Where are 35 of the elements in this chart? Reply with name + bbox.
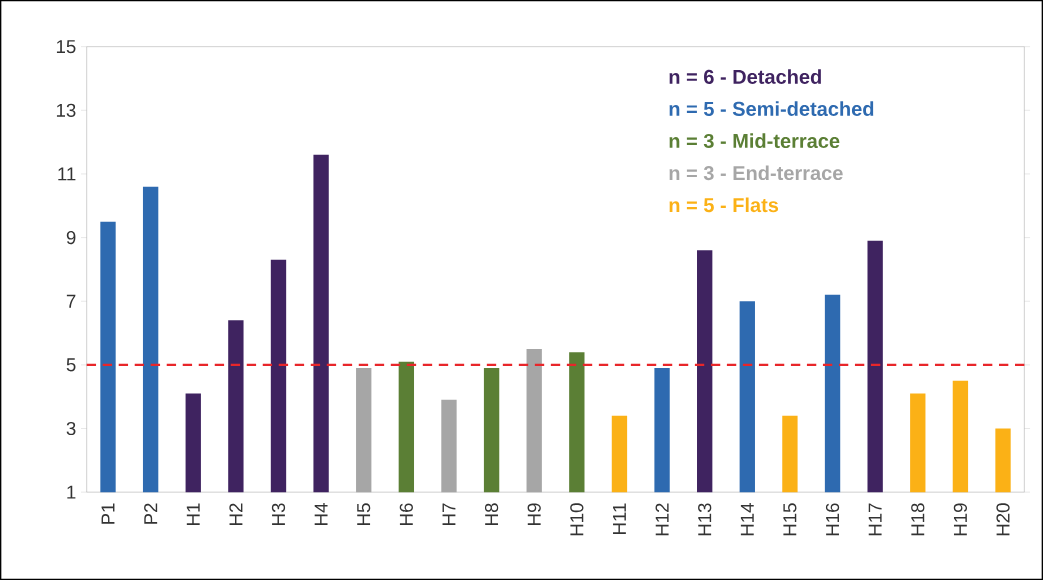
x-tick-label: H17 [868,503,882,536]
x-tick-label: H2 [229,503,243,525]
y-tick-label: 13 [56,103,76,117]
x-tick-label: H10 [570,503,584,536]
x-tick-label: H7 [442,503,456,525]
text: n = 3 - Mid-terrace [669,133,840,149]
x-tick-label: H16 [825,503,840,536]
x-tick-label: H1 [186,503,200,525]
x-tick-label: H4 [314,503,328,525]
x-tick-label: H3 [271,503,286,525]
y-tick-label: 15 [56,40,76,54]
x-tick-label: H14 [740,503,754,536]
x-tick-label: H5 [357,503,371,525]
y-tick-label: 11 [58,167,76,181]
x-tick-label: H6 [399,503,413,525]
y-tick-label: 5 [66,358,76,372]
x-tick-label: P1 [101,503,115,524]
x-tick-label: H18 [911,503,925,536]
text: n = 5 - Semi-detached [669,101,874,116]
x-tick-label: P2 [144,503,158,524]
x-tick-label: H11 [613,503,626,534]
x-tick-label: H15 [783,503,797,536]
text: n = 5 - Flats [669,197,779,213]
text: n = 3 - End-terrace [669,165,843,181]
x-tick-label: H13 [698,503,712,536]
x-tick-label: H12 [655,503,669,536]
x-tick-label: H19 [953,503,968,536]
y-tick-label: 3 [66,421,76,436]
x-tick-label: H9 [527,503,541,525]
y-tick-label: 9 [66,230,76,245]
text: n = 6 - Detached [669,69,821,84]
y-tick-label: 7 [66,294,76,308]
x-tick-label: H20 [996,503,1010,536]
x-tick-label: H8 [484,503,499,525]
y-tick-label: 1 [67,485,76,499]
